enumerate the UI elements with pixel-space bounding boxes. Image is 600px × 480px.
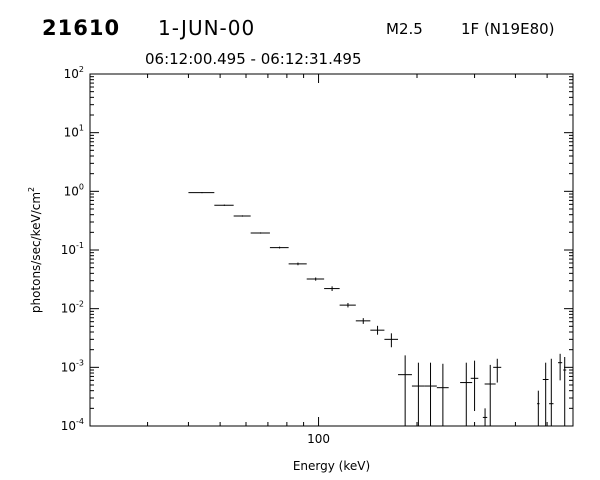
data-point	[411, 362, 425, 426]
data-point	[558, 353, 563, 381]
y-tick-label: 10-3	[61, 358, 84, 374]
data-point	[339, 302, 356, 308]
y-tick-exponent: -1	[76, 241, 84, 250]
data-point	[214, 204, 234, 206]
y-tick-label: 102	[64, 65, 84, 81]
data-point	[484, 364, 496, 426]
axis-ticks	[89, 73, 574, 427]
y-tick-exponent: -3	[76, 358, 84, 367]
data-point	[436, 363, 449, 426]
y-tick-base: 10	[64, 67, 79, 81]
y-tick-base: 10	[64, 184, 79, 198]
data-point	[250, 232, 270, 234]
data-point	[537, 390, 540, 426]
data-point	[288, 262, 307, 266]
time-range: 06:12:00.495 - 06:12:31.495	[145, 50, 362, 68]
y-tick-base: 10	[61, 360, 76, 374]
y-tick-base: 10	[64, 126, 79, 140]
y-tick-exponent: -2	[76, 300, 84, 309]
y-tick-base: 10	[61, 302, 76, 316]
x-axis-label: Energy (keV)	[293, 459, 370, 473]
y-tick-exponent: -4	[76, 417, 84, 426]
data-point	[424, 362, 437, 426]
y-tick-base: 10	[61, 243, 76, 257]
data-points	[188, 192, 567, 426]
y-tick-base: 10	[61, 419, 76, 433]
data-point	[542, 362, 549, 426]
y-tick-label: 10-2	[61, 300, 84, 316]
y-tick-label: 10-4	[61, 417, 84, 433]
data-point	[384, 333, 399, 348]
data-point	[563, 357, 567, 426]
flare-class: M2.5	[386, 20, 423, 38]
y-tick-label: 101	[64, 124, 84, 140]
event-id: 21610	[42, 16, 121, 40]
data-point	[233, 215, 251, 217]
y-tick-exponent: 2	[79, 65, 84, 74]
event-date: 1-JUN-00	[158, 16, 256, 40]
y-tick-label: 10-1	[61, 241, 84, 257]
data-point	[370, 325, 385, 335]
y-tick-label: 100	[64, 182, 84, 198]
y-axis-label: photons/sec/keV/cm2	[27, 187, 43, 313]
data-point	[355, 318, 371, 324]
flare-location: 1F (N19E80)	[461, 20, 555, 38]
x-tick-labels: 100	[307, 432, 330, 446]
data-point	[470, 360, 479, 412]
data-point	[493, 358, 502, 383]
data-point	[482, 408, 488, 426]
data-point	[460, 362, 473, 426]
data-point	[398, 355, 412, 426]
x-tick-label: 100	[307, 432, 330, 446]
y-axis-label-exponent: 2	[27, 187, 36, 192]
y-axis-label-text: photons/sec/keV/cm	[29, 192, 43, 313]
y-tick-exponent: 1	[79, 124, 84, 133]
data-point	[269, 246, 289, 249]
data-point	[188, 192, 215, 194]
data-point	[324, 286, 340, 292]
data-point	[306, 277, 325, 281]
data-point	[549, 358, 554, 426]
y-tick-exponent: 0	[79, 182, 84, 191]
plot-frame	[89, 73, 574, 427]
